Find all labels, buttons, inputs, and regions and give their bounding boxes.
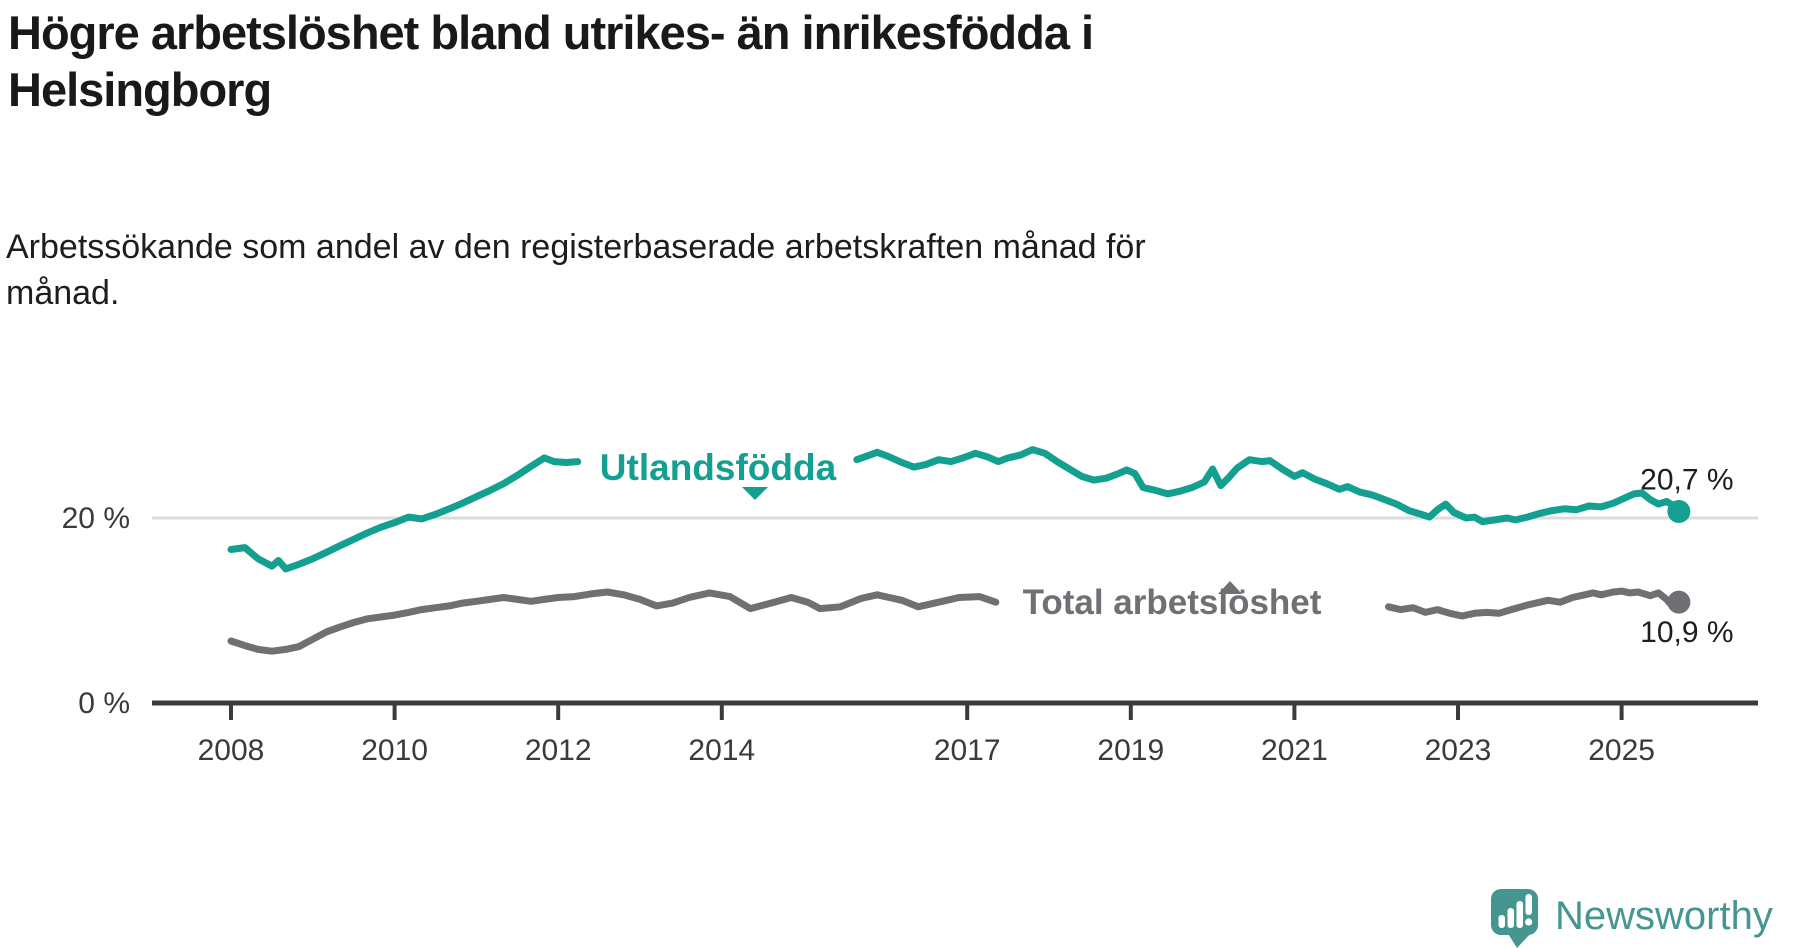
page-title: Högre arbetslöshet bland utrikes- än inr…	[8, 6, 1094, 117]
x-tick-label: 2014	[688, 734, 755, 767]
logo-bar-1	[1498, 915, 1505, 928]
series-end-value-label: 20,7 %	[1640, 464, 1733, 497]
page-subtitle: Arbetssökande som andel av den registerb…	[6, 228, 1146, 313]
series-line	[1385, 587, 1683, 620]
series-label-utlandsfodda: Utlandsfödda	[600, 447, 837, 488]
x-tick-label: 2012	[525, 734, 592, 767]
series-end-dot	[1667, 500, 1691, 524]
series-pointer-up-icon	[1218, 581, 1242, 594]
series-end-value-label: 10,9 %	[1640, 616, 1733, 649]
series-utlandsfodda: 20,7 %	[227, 446, 1734, 573]
logo-wordmark: Newsworthy	[1555, 894, 1773, 938]
series-line	[227, 588, 1000, 655]
series-line	[227, 454, 582, 573]
series-label-total-arbetsloshet: Total arbetslöshet	[1023, 583, 1322, 622]
x-tick-label: 2019	[1097, 734, 1164, 767]
y-axis-labels: 0 % 20 %	[62, 502, 130, 720]
logo-bar-3	[1516, 901, 1523, 928]
x-tick-label: 2017	[934, 734, 1001, 767]
logo-bar-2	[1507, 908, 1514, 928]
x-tick-label: 2021	[1261, 734, 1328, 767]
newsworthy-logo: Newsworthy	[1491, 889, 1773, 948]
series-line	[853, 446, 1683, 526]
x-tick-label: 2023	[1425, 734, 1492, 767]
y-tick-label: 0 %	[78, 687, 130, 720]
y-tick-label: 20 %	[62, 502, 130, 535]
logo-bubble-tail	[1507, 932, 1532, 948]
x-tick-label: 2008	[198, 734, 265, 767]
series-pointer-down-icon	[742, 487, 768, 500]
logo-exclamation-bar	[1525, 894, 1532, 915]
x-axis-ticks: 2008 2010 2012 2014 2017 2019 2021 2023 2025	[198, 705, 1655, 767]
series-total-arbetsloshet: 10,9 %	[227, 587, 1734, 655]
x-tick-label: 2025	[1588, 734, 1655, 767]
series-end-dot	[1667, 590, 1691, 614]
logo-exclamation-dot	[1525, 918, 1533, 926]
x-tick-label: 2010	[361, 734, 428, 767]
